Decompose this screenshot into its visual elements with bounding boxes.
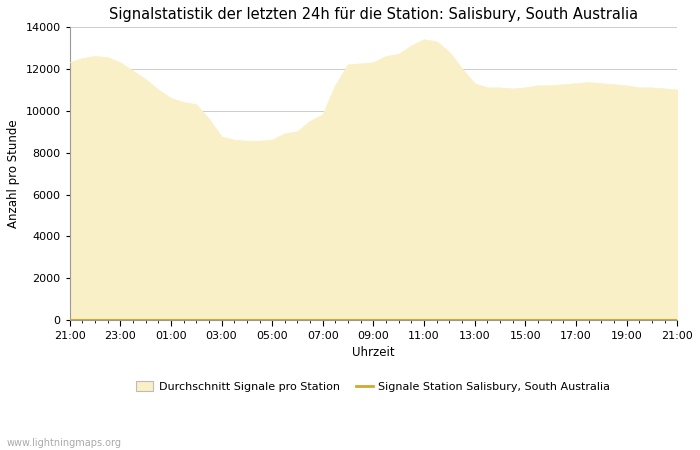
Legend: Durchschnitt Signale pro Station, Signale Station Salisbury, South Australia: Durchschnitt Signale pro Station, Signal… xyxy=(132,377,615,396)
Y-axis label: Anzahl pro Stunde: Anzahl pro Stunde xyxy=(7,119,20,228)
X-axis label: Uhrzeit: Uhrzeit xyxy=(352,346,395,359)
Text: www.lightningmaps.org: www.lightningmaps.org xyxy=(7,438,122,448)
Title: Signalstatistik der letzten 24h für die Station: Salisbury, South Australia: Signalstatistik der letzten 24h für die … xyxy=(109,7,638,22)
